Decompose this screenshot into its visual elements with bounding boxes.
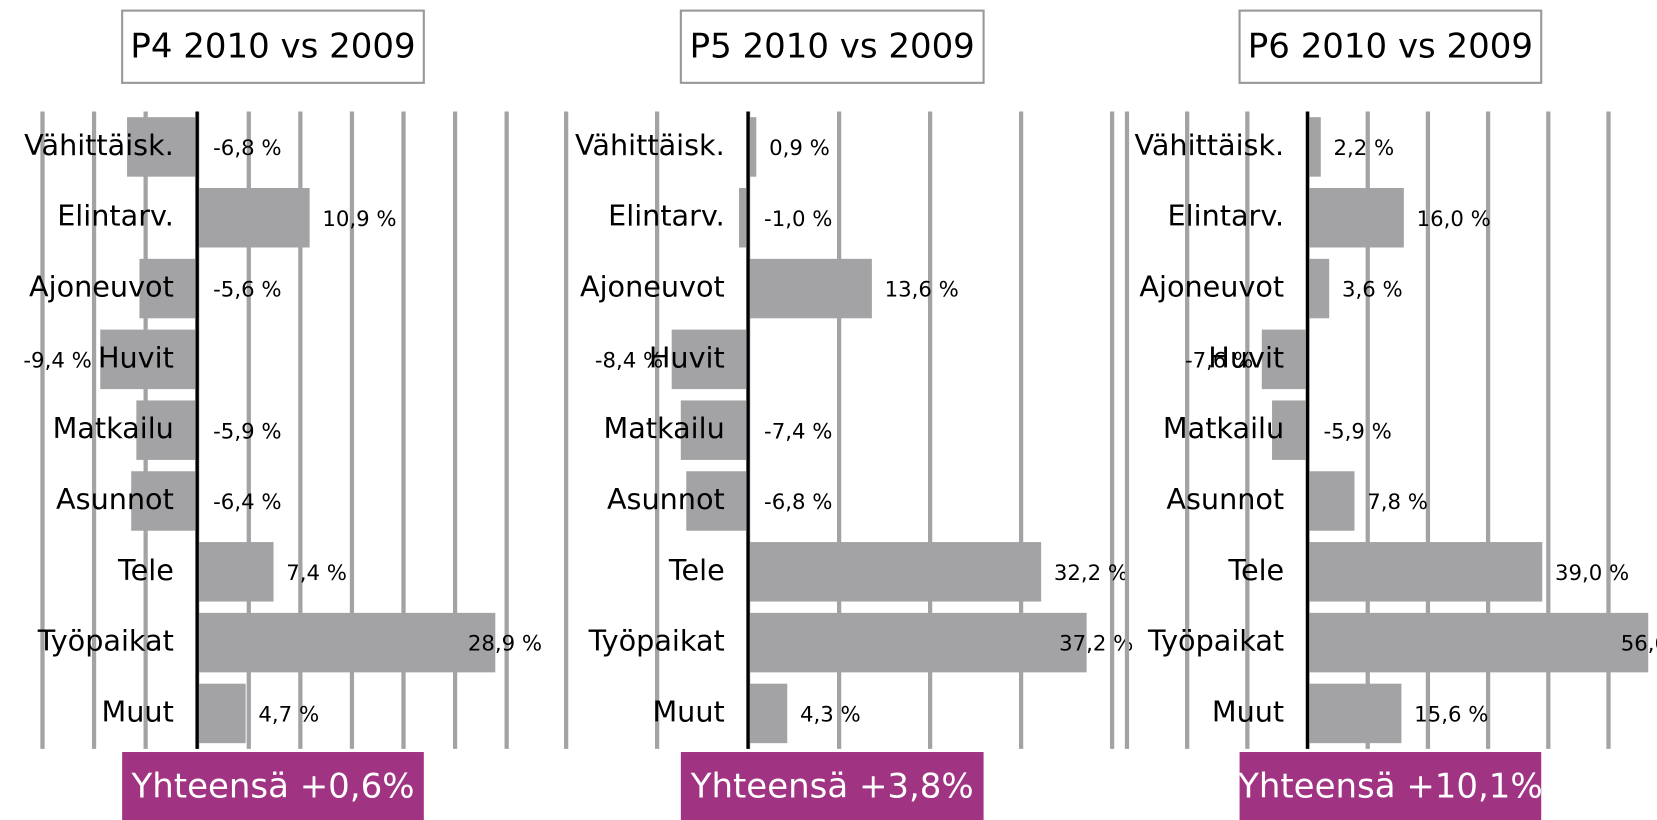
category-label: Vähittäisk. <box>1134 128 1284 162</box>
value-label: -5,9 % <box>1323 419 1391 444</box>
bar <box>748 117 757 177</box>
bar <box>136 400 198 460</box>
category-label: Vähittäisk. <box>575 128 725 162</box>
value-label: -6,4 % <box>213 490 281 515</box>
value-label: 7,8 % <box>1367 490 1428 515</box>
total-label: Yhteensä +10,1% <box>1237 767 1543 807</box>
bar <box>1307 683 1402 744</box>
bar <box>131 471 198 531</box>
value-label: 0,9 % <box>769 136 830 161</box>
bar <box>1307 188 1404 248</box>
category-label: Tele <box>1227 553 1284 587</box>
bar <box>1307 471 1355 531</box>
category-label: Tele <box>668 553 725 587</box>
bar <box>1307 542 1543 602</box>
total-label: Yhteensä +3,8% <box>690 767 974 807</box>
bar <box>1261 329 1308 390</box>
category-label: Muut <box>652 694 724 728</box>
value-label: -5,9 % <box>213 419 281 444</box>
category-label: Ajoneuvot <box>580 270 725 304</box>
category-label: Asunnot <box>607 482 725 516</box>
category-label: Elintarv. <box>608 199 725 233</box>
category-label: Asunnot <box>56 482 174 516</box>
category-label: Työpaikat <box>588 624 725 658</box>
value-label: 16,0 % <box>1417 207 1491 232</box>
category-label: Ajoneuvot <box>29 270 174 304</box>
chart-title: P5 2010 vs 2009 <box>690 26 975 66</box>
chart-title: P4 2010 vs 2009 <box>130 26 415 66</box>
bar <box>197 188 310 248</box>
value-label: -9,4 % <box>23 348 91 373</box>
value-label: -6,8 % <box>764 490 832 515</box>
value-label: 3,6 % <box>1342 278 1403 303</box>
bar <box>1307 117 1321 177</box>
value-label: 28,9 % <box>468 632 542 657</box>
value-label: 32,2 % <box>1054 561 1128 586</box>
value-label: 39,0 % <box>1555 561 1629 586</box>
category-label: Muut <box>102 694 174 728</box>
category-label: Ajoneuvot <box>1139 270 1284 304</box>
title-box <box>679 9 985 84</box>
category-label: Tele <box>117 553 174 587</box>
value-label: -6,8 % <box>213 136 281 161</box>
category-label: Vähittäisk. <box>24 128 174 162</box>
bar <box>197 683 246 744</box>
value-label: -5,6 % <box>213 278 281 303</box>
bar <box>100 329 198 390</box>
chart-title: P6 2010 vs 2009 <box>1248 26 1533 66</box>
title-box <box>1238 9 1543 84</box>
category-label: Matkailu <box>603 411 724 445</box>
category-label: Elintarv. <box>57 199 174 233</box>
value-label: -7,4 % <box>764 419 832 444</box>
category-label: Matkailu <box>1163 411 1284 445</box>
title-box <box>121 9 425 84</box>
category-label: Huvit <box>98 340 174 374</box>
bar <box>1307 612 1649 673</box>
bar <box>1272 400 1308 460</box>
value-label: 10,9 % <box>322 207 396 232</box>
bar <box>671 329 749 390</box>
category-label: Huvit <box>1208 340 1284 374</box>
bar <box>127 117 198 177</box>
total-box <box>122 752 424 820</box>
category-label: Muut <box>1212 694 1284 728</box>
value-label: 37,2 % <box>1059 632 1133 657</box>
bar <box>197 542 274 602</box>
bar <box>739 188 749 248</box>
bar <box>686 471 749 531</box>
total-label: Yhteensä +0,6% <box>130 767 414 807</box>
value-label: -8,4 % <box>595 348 663 373</box>
total-box <box>1239 752 1542 820</box>
bar <box>748 542 1042 602</box>
category-label: Työpaikat <box>1147 624 1284 658</box>
value-label: 7,4 % <box>286 561 347 586</box>
bar <box>197 612 496 673</box>
category-label: Asunnot <box>1166 482 1284 516</box>
value-label: 4,7 % <box>258 703 319 728</box>
category-label: Työpaikat <box>37 624 174 658</box>
category-label: Matkailu <box>53 411 174 445</box>
category-label: Huvit <box>649 340 725 374</box>
bar <box>748 258 872 319</box>
bar <box>680 400 749 460</box>
total-box <box>680 752 984 820</box>
value-label: 2,2 % <box>1334 136 1395 161</box>
bar <box>748 683 788 744</box>
bar <box>139 258 198 319</box>
value-label: -7,6 % <box>1185 348 1253 373</box>
bar <box>748 612 1087 673</box>
value-label: 13,6 % <box>885 278 959 303</box>
value-label: 56,6 % <box>1621 632 1657 657</box>
value-label: 4,3 % <box>800 703 861 728</box>
bar <box>1307 258 1330 319</box>
category-label: Elintarv. <box>1168 199 1285 233</box>
value-label: -1,0 % <box>764 207 832 232</box>
value-label: 15,6 % <box>1414 703 1488 728</box>
